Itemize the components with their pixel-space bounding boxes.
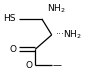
Text: NH$_2$: NH$_2$ [47,2,65,15]
Text: —: — [53,61,62,70]
Text: ···NH$_2$: ···NH$_2$ [55,29,82,41]
Text: O: O [10,45,16,54]
Text: HS: HS [3,14,15,23]
Text: O: O [26,61,33,70]
